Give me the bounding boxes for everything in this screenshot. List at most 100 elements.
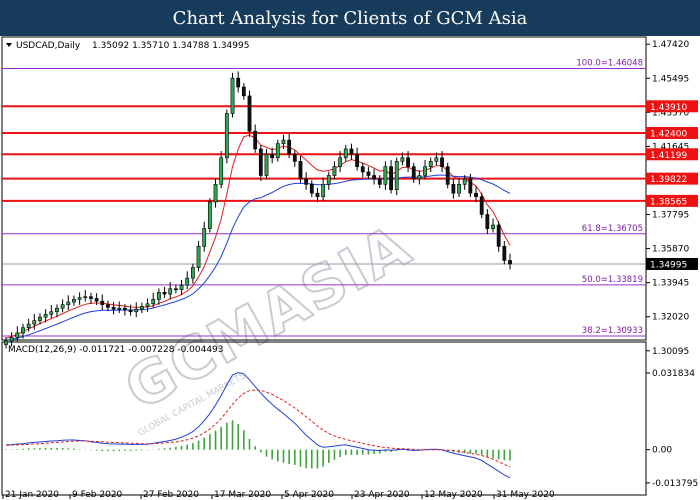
price-tick-label: 1.47420 — [652, 40, 689, 50]
price-axis: 1.474201.454951.435701.416451.397201.377… — [646, 40, 698, 489]
macd-chart-frame — [1, 341, 647, 496]
candle-body — [479, 196, 484, 215]
candle-body — [434, 157, 439, 162]
last-price-label: 1.34995 — [650, 260, 687, 270]
candle-body — [247, 95, 252, 132]
time-tick-label: 9 Feb 2020 — [72, 490, 123, 500]
candle-body — [32, 320, 37, 325]
candle-body — [360, 166, 365, 173]
time-tick-label: 12 May 2020 — [424, 490, 483, 500]
candle-body — [423, 166, 427, 176]
candle-body — [502, 245, 507, 261]
candle-body — [264, 153, 269, 176]
macd-main-line — [5, 372, 511, 479]
candle-body — [309, 184, 314, 194]
candle-body — [270, 153, 275, 159]
last-price-tag — [646, 257, 698, 270]
sr-level-label: 1.43910 — [650, 103, 687, 113]
dropdown-triangle-icon — [6, 43, 12, 47]
candle-body — [383, 166, 388, 185]
macd-tick-label: 0.031834 — [652, 369, 695, 379]
candle-body — [304, 178, 309, 185]
candle-body — [230, 77, 235, 114]
candle-body — [428, 161, 433, 167]
candle-body — [366, 171, 371, 176]
instrument-label: USDCAD,Daily — [16, 41, 81, 51]
candle-body — [457, 184, 461, 194]
candle-body — [4, 340, 8, 345]
candle-body — [100, 300, 105, 305]
candle-body — [440, 157, 444, 167]
candle-body — [202, 228, 207, 247]
candle-body — [111, 307, 116, 310]
time-tick-label: 23 Apr 2020 — [354, 490, 410, 500]
price-tick-label: 1.32020 — [652, 313, 689, 323]
candle-body — [162, 291, 167, 295]
sr-level-label: 1.41199 — [650, 151, 687, 161]
candle-body — [72, 299, 76, 303]
candle-body — [190, 267, 195, 279]
candle-body — [168, 288, 173, 295]
macd-indicator-label: MACD(12,26,9) -0.011721 -0.007228 -0.004… — [8, 345, 224, 355]
candle-body — [145, 303, 150, 307]
candle-body — [321, 184, 326, 198]
time-tick-label: 21 Jan 2020 — [5, 490, 59, 500]
candle-body — [123, 307, 127, 311]
ohlc-values: 1.35092 1.35710 1.34788 1.34995 — [92, 41, 249, 51]
candle-body — [258, 148, 263, 176]
candle-body — [508, 260, 512, 265]
candle-body — [326, 175, 331, 185]
candle-body — [372, 175, 376, 180]
candle-body — [60, 304, 65, 309]
sr-level-label: 1.38565 — [650, 197, 687, 207]
candle-body — [83, 296, 88, 299]
fib-level-label: 38.2=1.30933 — [582, 326, 643, 336]
chart-title: Chart Analysis for Clients of GCM Asia — [172, 7, 528, 29]
candle-body — [207, 201, 212, 229]
price-tick-label: 1.41645 — [652, 142, 689, 152]
price-tick-label: 1.43570 — [652, 108, 689, 118]
price-tick-label: 1.35870 — [652, 245, 689, 255]
candle-body — [219, 157, 224, 185]
candle-body — [338, 157, 343, 167]
fib-level-label: 50.0=1.33819 — [582, 275, 643, 285]
fib-level-label: 61.8=1.36705 — [582, 224, 643, 234]
candle-body — [287, 139, 292, 155]
candle-body — [224, 113, 229, 159]
candle-body — [411, 166, 416, 180]
level-lines — [2, 67, 646, 337]
candle-body — [9, 337, 14, 342]
time-tick-label: 27 Feb 2020 — [143, 490, 199, 500]
sr-level-tag — [646, 172, 698, 185]
candle-body — [151, 299, 156, 305]
candles — [4, 71, 512, 349]
candle-body — [66, 301, 71, 305]
candle-body — [156, 291, 161, 300]
time-tick-label: 17 Mar 2020 — [214, 490, 271, 500]
candle-body — [394, 161, 399, 190]
chart-title-banner: Chart Analysis for Clients of GCM Asia — [0, 0, 700, 36]
candle-body — [43, 314, 48, 318]
time-axis: 21 Jan 2020 9 Feb 2020 27 Feb 2020 17 Mar 2… — [2, 490, 555, 500]
candle-body — [281, 139, 286, 144]
candle-body — [77, 297, 82, 300]
sr-level-tag — [646, 194, 698, 207]
fib-level-label: 100.0=1.46048 — [576, 58, 643, 68]
candle-body — [236, 77, 241, 88]
candle-body — [26, 323, 31, 328]
candle-body — [343, 148, 348, 159]
time-tick-label: 5 Apr 2020 — [284, 490, 334, 500]
price-tick-label: 1.33945 — [652, 279, 689, 289]
price-tick-label: 1.30095 — [652, 347, 689, 357]
candle-body — [49, 311, 54, 315]
candle-body — [173, 288, 178, 291]
candle-body — [400, 157, 405, 162]
candle-body — [15, 332, 20, 338]
candle-body — [349, 148, 354, 155]
candle-body — [140, 306, 144, 310]
price-tick-label: 1.37795 — [652, 211, 689, 221]
candle-body — [485, 214, 490, 229]
sr-level-tag — [646, 148, 698, 161]
